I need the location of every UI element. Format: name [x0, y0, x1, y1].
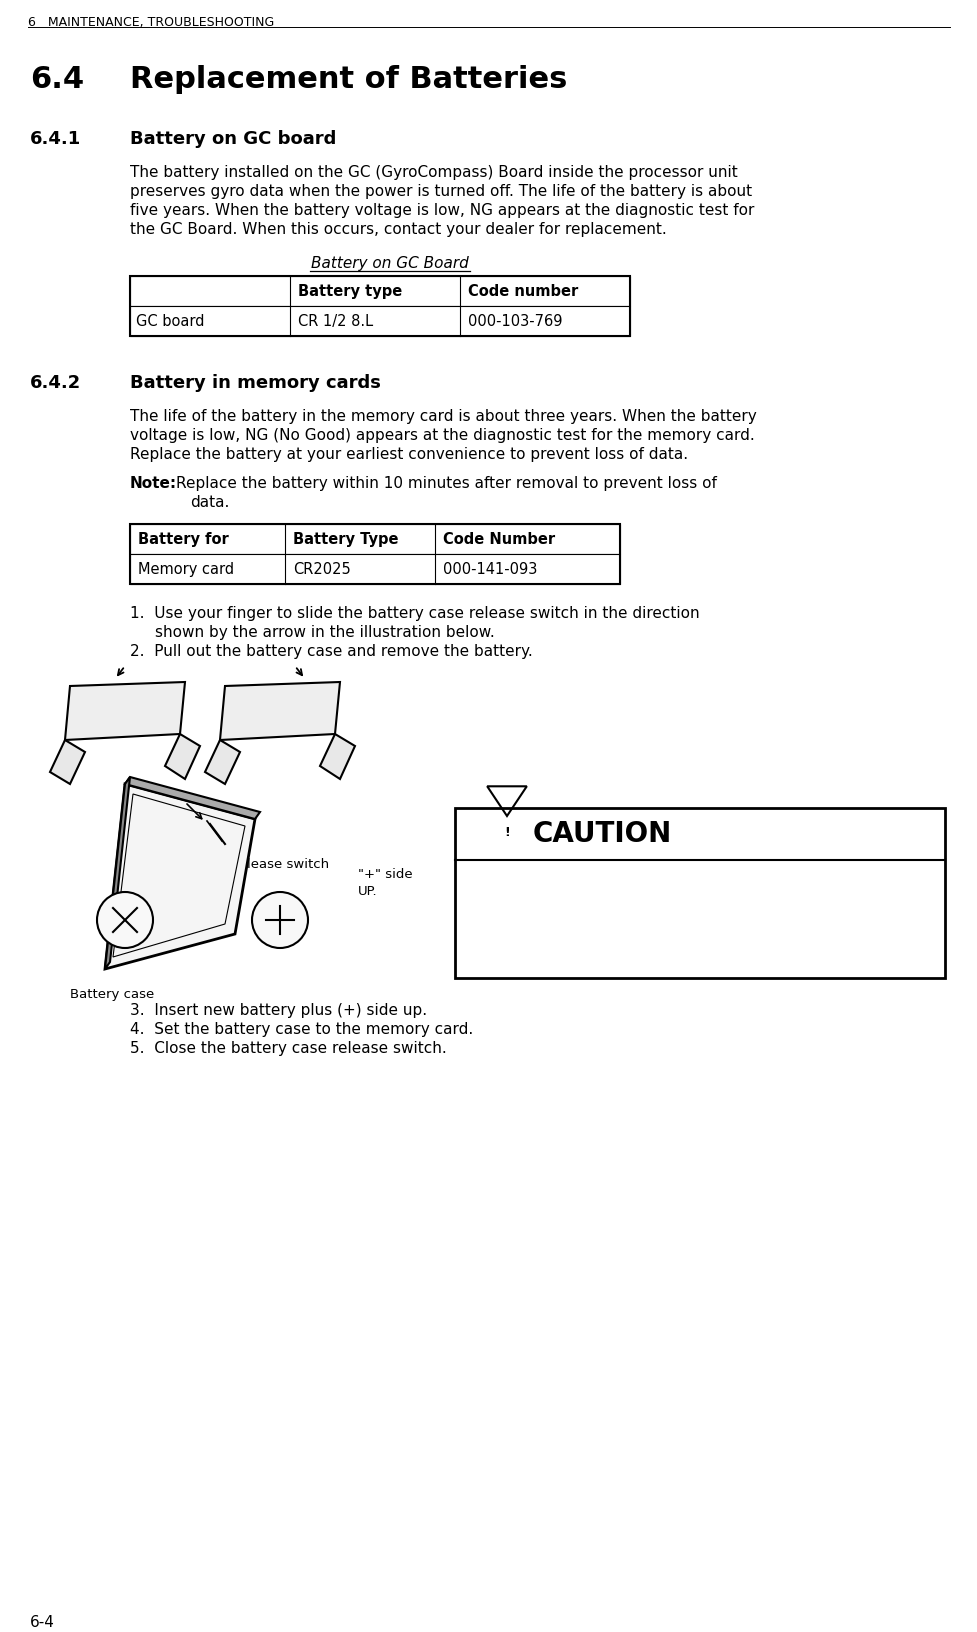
Text: Code number: Code number	[468, 284, 577, 299]
Polygon shape	[220, 682, 340, 739]
Bar	[130, 524, 619, 553]
Text: Battery case release switch: Battery case release switch	[145, 858, 329, 871]
Text: Replace the battery at your earliest convenience to prevent loss of data.: Replace the battery at your earliest con…	[130, 447, 688, 462]
Text: Be sure to insert the battery plus (+): Be sure to insert the battery plus (+)	[469, 875, 787, 889]
Circle shape	[252, 893, 308, 948]
Text: 4.  Set the battery case to the memory card.: 4. Set the battery case to the memory ca…	[130, 1022, 473, 1036]
Text: Battery in memory cards: Battery in memory cards	[130, 374, 380, 392]
Bar	[454, 808, 944, 978]
Polygon shape	[105, 777, 130, 969]
Text: 2.  Pull out the battery case and remove the battery.: 2. Pull out the battery case and remove …	[130, 645, 532, 659]
Text: CR2025: CR2025	[293, 561, 351, 578]
Text: (-) side up.: (-) side up.	[469, 943, 551, 960]
Text: data.: data.	[190, 494, 230, 509]
Text: 6   MAINTENANCE, TROUBLESHOOTING: 6 MAINTENANCE, TROUBLESHOOTING	[28, 16, 274, 29]
Text: Memory card: Memory card	[138, 561, 234, 578]
Text: 6-4: 6-4	[30, 1616, 55, 1630]
Text: The battery installed on the GC (GyroCompass) Board inside the processor unit: The battery installed on the GC (GyroCom…	[130, 165, 737, 180]
Text: The life of the battery in the memory card is about three years. When the batter: The life of the battery in the memory ca…	[130, 410, 756, 424]
Circle shape	[97, 893, 152, 948]
Text: 6.4.2: 6.4.2	[30, 374, 81, 392]
Text: 6.4.1: 6.4.1	[30, 131, 81, 149]
Text: 5.  Close the battery case release switch.: 5. Close the battery case release switch…	[130, 1041, 446, 1056]
Bar	[130, 307, 629, 336]
Bar	[130, 524, 619, 584]
Text: Battery may explode if it is inserted minus: Battery may explode if it is inserted mi…	[469, 925, 794, 942]
Polygon shape	[165, 734, 199, 778]
Bar	[130, 276, 629, 307]
Text: Note:: Note:	[130, 477, 177, 491]
Text: the GC Board. When this occurs, contact your dealer for replacement.: the GC Board. When this occurs, contact …	[130, 222, 666, 237]
Text: Battery type: Battery type	[298, 284, 402, 299]
Text: shown by the arrow in the illustration below.: shown by the arrow in the illustration b…	[154, 625, 494, 640]
Text: Battery for: Battery for	[138, 532, 229, 547]
Bar	[130, 553, 619, 584]
Text: Battery on GC Board: Battery on GC Board	[311, 256, 468, 271]
Text: preserves gyro data when the power is turned off. The life of the battery is abo: preserves gyro data when the power is tu…	[130, 184, 751, 199]
Bar	[130, 276, 629, 336]
Text: Battery Type: Battery Type	[293, 532, 398, 547]
Text: GC board: GC board	[136, 313, 204, 330]
Text: Battery on GC board: Battery on GC board	[130, 131, 336, 149]
Polygon shape	[319, 734, 355, 778]
Text: 000-103-769: 000-103-769	[468, 313, 562, 330]
Text: UP.: UP.	[358, 885, 377, 898]
Text: 6.4: 6.4	[30, 65, 84, 95]
Text: 3.  Insert new battery plus (+) side up.: 3. Insert new battery plus (+) side up.	[130, 1004, 427, 1018]
Text: voltage is low, NG (No Good) appears at the diagnostic test for the memory card.: voltage is low, NG (No Good) appears at …	[130, 428, 754, 442]
Polygon shape	[50, 739, 85, 783]
Polygon shape	[105, 783, 255, 969]
Polygon shape	[64, 682, 185, 739]
Text: Code Number: Code Number	[443, 532, 555, 547]
Text: side up.: side up.	[469, 893, 536, 907]
Text: five years. When the battery voltage is low, NG appears at the diagnostic test f: five years. When the battery voltage is …	[130, 202, 753, 219]
Text: 000-141-093: 000-141-093	[443, 561, 536, 578]
Text: CR 1/2 8.L: CR 1/2 8.L	[298, 313, 373, 330]
Text: CAUTION: CAUTION	[532, 819, 671, 849]
Text: Replacement of Batteries: Replacement of Batteries	[130, 65, 567, 95]
Polygon shape	[205, 739, 239, 783]
Text: "+" side: "+" side	[358, 868, 412, 881]
Polygon shape	[125, 777, 260, 819]
Text: Replace the battery within 10 minutes after removal to prevent loss of: Replace the battery within 10 minutes af…	[176, 477, 716, 491]
Text: !: !	[503, 826, 509, 839]
Text: 1.  Use your finger to slide the battery case release switch in the direction: 1. Use your finger to slide the battery …	[130, 605, 699, 622]
Text: Battery case: Battery case	[70, 987, 154, 1000]
